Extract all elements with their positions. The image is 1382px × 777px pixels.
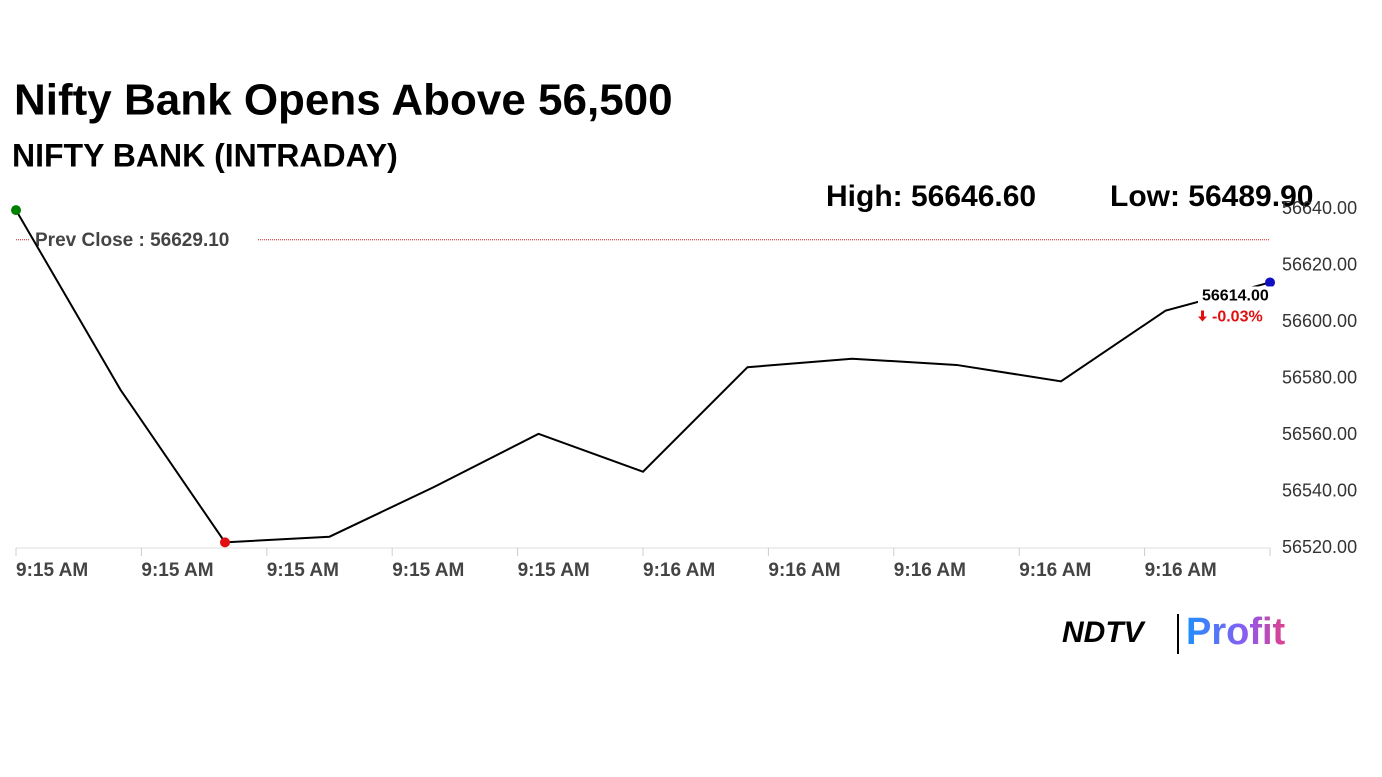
price-line bbox=[15, 209, 1271, 544]
y-tick-label: 56520.00 bbox=[1282, 537, 1357, 557]
x-tick-label: 9:16 AM bbox=[768, 560, 840, 581]
start-dot bbox=[11, 205, 21, 216]
x-tick-label: 9:16 AM bbox=[1019, 560, 1091, 581]
low-label: Low: 56489.90 bbox=[1110, 180, 1313, 213]
y-tick-label: 56620.00 bbox=[1282, 254, 1357, 274]
x-tick-label: 9:16 AM bbox=[1145, 560, 1217, 581]
last-value-label: 56614.00 bbox=[1202, 288, 1269, 305]
logo-ndtv: NDTV bbox=[1062, 616, 1147, 649]
logo-profit: Profit bbox=[1186, 611, 1286, 653]
x-tick-label: 9:15 AM bbox=[392, 560, 464, 581]
x-tick-label: 9:15 AM bbox=[141, 560, 213, 581]
y-tick-label: 56580.00 bbox=[1282, 367, 1357, 387]
y-tick-label: 56640.00 bbox=[1282, 198, 1357, 218]
change-label: -0.03% bbox=[1212, 309, 1263, 326]
x-tick-label: 9:15 AM bbox=[16, 560, 88, 581]
y-tick-label: 56540.00 bbox=[1282, 480, 1357, 500]
x-tick-label: 9:15 AM bbox=[267, 560, 339, 581]
y-tick-label: 56600.00 bbox=[1282, 311, 1357, 331]
prev-close-label: Prev Close : 56629.10 bbox=[35, 230, 229, 251]
x-tick-label: 9:15 AM bbox=[518, 560, 590, 581]
end-dot bbox=[1265, 277, 1275, 288]
x-tick-label: 9:16 AM bbox=[643, 560, 715, 581]
last-label-bg bbox=[1198, 286, 1278, 329]
y-tick-label: 56560.00 bbox=[1282, 424, 1357, 444]
high-label: High: 56646.60 bbox=[826, 180, 1036, 213]
x-tick-label: 9:16 AM bbox=[894, 560, 966, 581]
low-dot bbox=[220, 537, 230, 548]
prev-close-bg bbox=[30, 227, 258, 252]
chart-subtitle: NIFTY BANK (INTRADAY) bbox=[12, 137, 398, 173]
chart-title: Nifty Bank Opens Above 56,500 bbox=[14, 76, 673, 125]
down-arrow bbox=[1198, 310, 1207, 322]
